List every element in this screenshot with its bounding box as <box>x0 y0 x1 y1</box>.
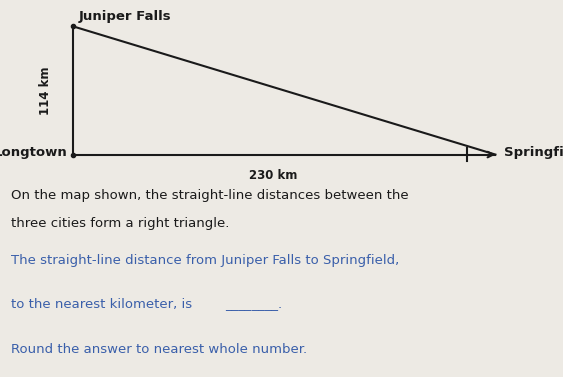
Text: The straight-line distance from Juniper Falls to Springfield,: The straight-line distance from Juniper … <box>11 254 400 267</box>
Text: ________.: ________. <box>225 298 282 311</box>
Text: On the map shown, the straight-line distances between the: On the map shown, the straight-line dist… <box>11 188 409 201</box>
Text: three cities form a right triangle.: three cities form a right triangle. <box>11 217 230 230</box>
Text: 230 km: 230 km <box>249 169 297 182</box>
Text: Round the answer to nearest whole number.: Round the answer to nearest whole number… <box>11 343 307 356</box>
Text: Longtown: Longtown <box>0 146 68 159</box>
Text: 114 km: 114 km <box>38 66 52 115</box>
Text: Juniper Falls: Juniper Falls <box>79 11 172 23</box>
Text: to the nearest kilometer, is: to the nearest kilometer, is <box>11 298 193 311</box>
Text: Springfield: Springfield <box>504 146 563 159</box>
